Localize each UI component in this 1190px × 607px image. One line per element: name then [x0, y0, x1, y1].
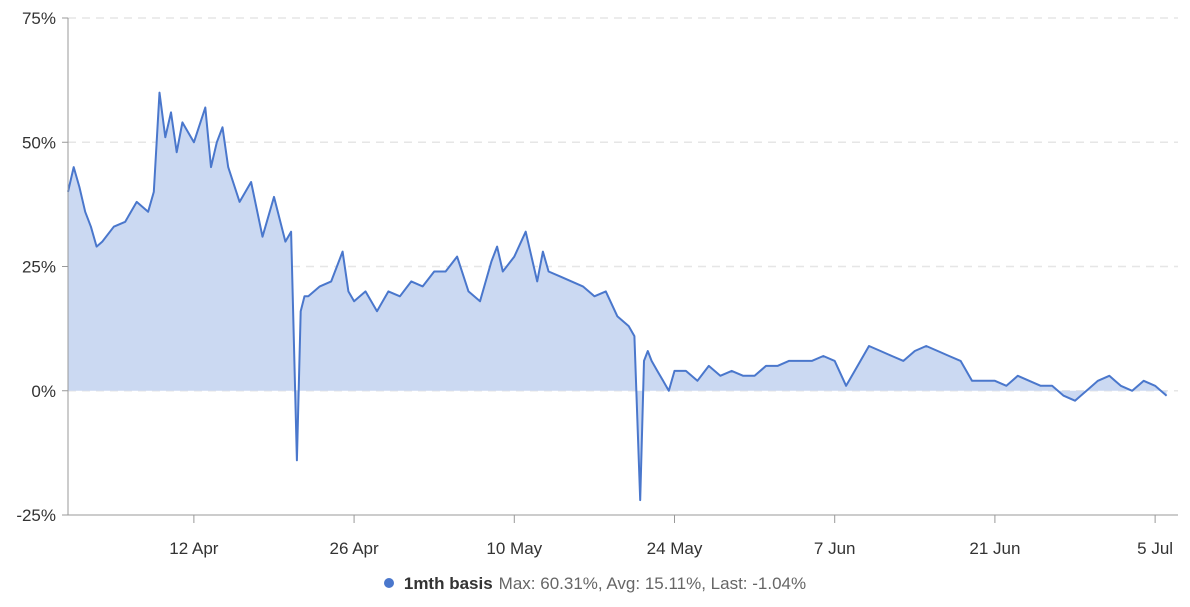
legend-series-stats: Max: 60.31%, Avg: 15.11%, Last: -1.04% — [498, 574, 807, 593]
x-tick-label: 12 Apr — [169, 539, 218, 558]
y-tick-label: 75% — [22, 9, 56, 28]
x-tick-label: 10 May — [486, 539, 542, 558]
y-tick-label: 0% — [31, 382, 56, 401]
legend-series-name: 1mth basis — [403, 574, 493, 593]
plot-area — [67, 91, 1168, 502]
legend[interactable]: 1mth basis Max: 60.31%, Avg: 15.11%, Last… — [0, 574, 1190, 594]
x-tick-label: 7 Jun — [814, 539, 856, 558]
x-tick-label: 26 Apr — [330, 539, 379, 558]
y-tick-label: 50% — [22, 133, 56, 152]
y-tick-label: -25% — [16, 506, 56, 525]
x-tick-label: 5 Jul — [1137, 539, 1173, 558]
y-axis-labels: -25% 0% 25% 50% 75% — [16, 9, 56, 525]
series-line — [67, 91, 1168, 502]
x-axis-labels: 12 Apr 26 Apr 10 May 24 May 7 Jun 21 Jun 5 Jul — [169, 539, 1173, 558]
axes — [62, 17, 1178, 523]
y-tick-label: 25% — [22, 258, 56, 277]
legend-marker-icon — [383, 577, 394, 588]
x-tick-label: 24 May — [647, 539, 703, 558]
series-area-fill — [68, 92, 1167, 501]
x-tick-label: 21 Jun — [969, 539, 1020, 558]
